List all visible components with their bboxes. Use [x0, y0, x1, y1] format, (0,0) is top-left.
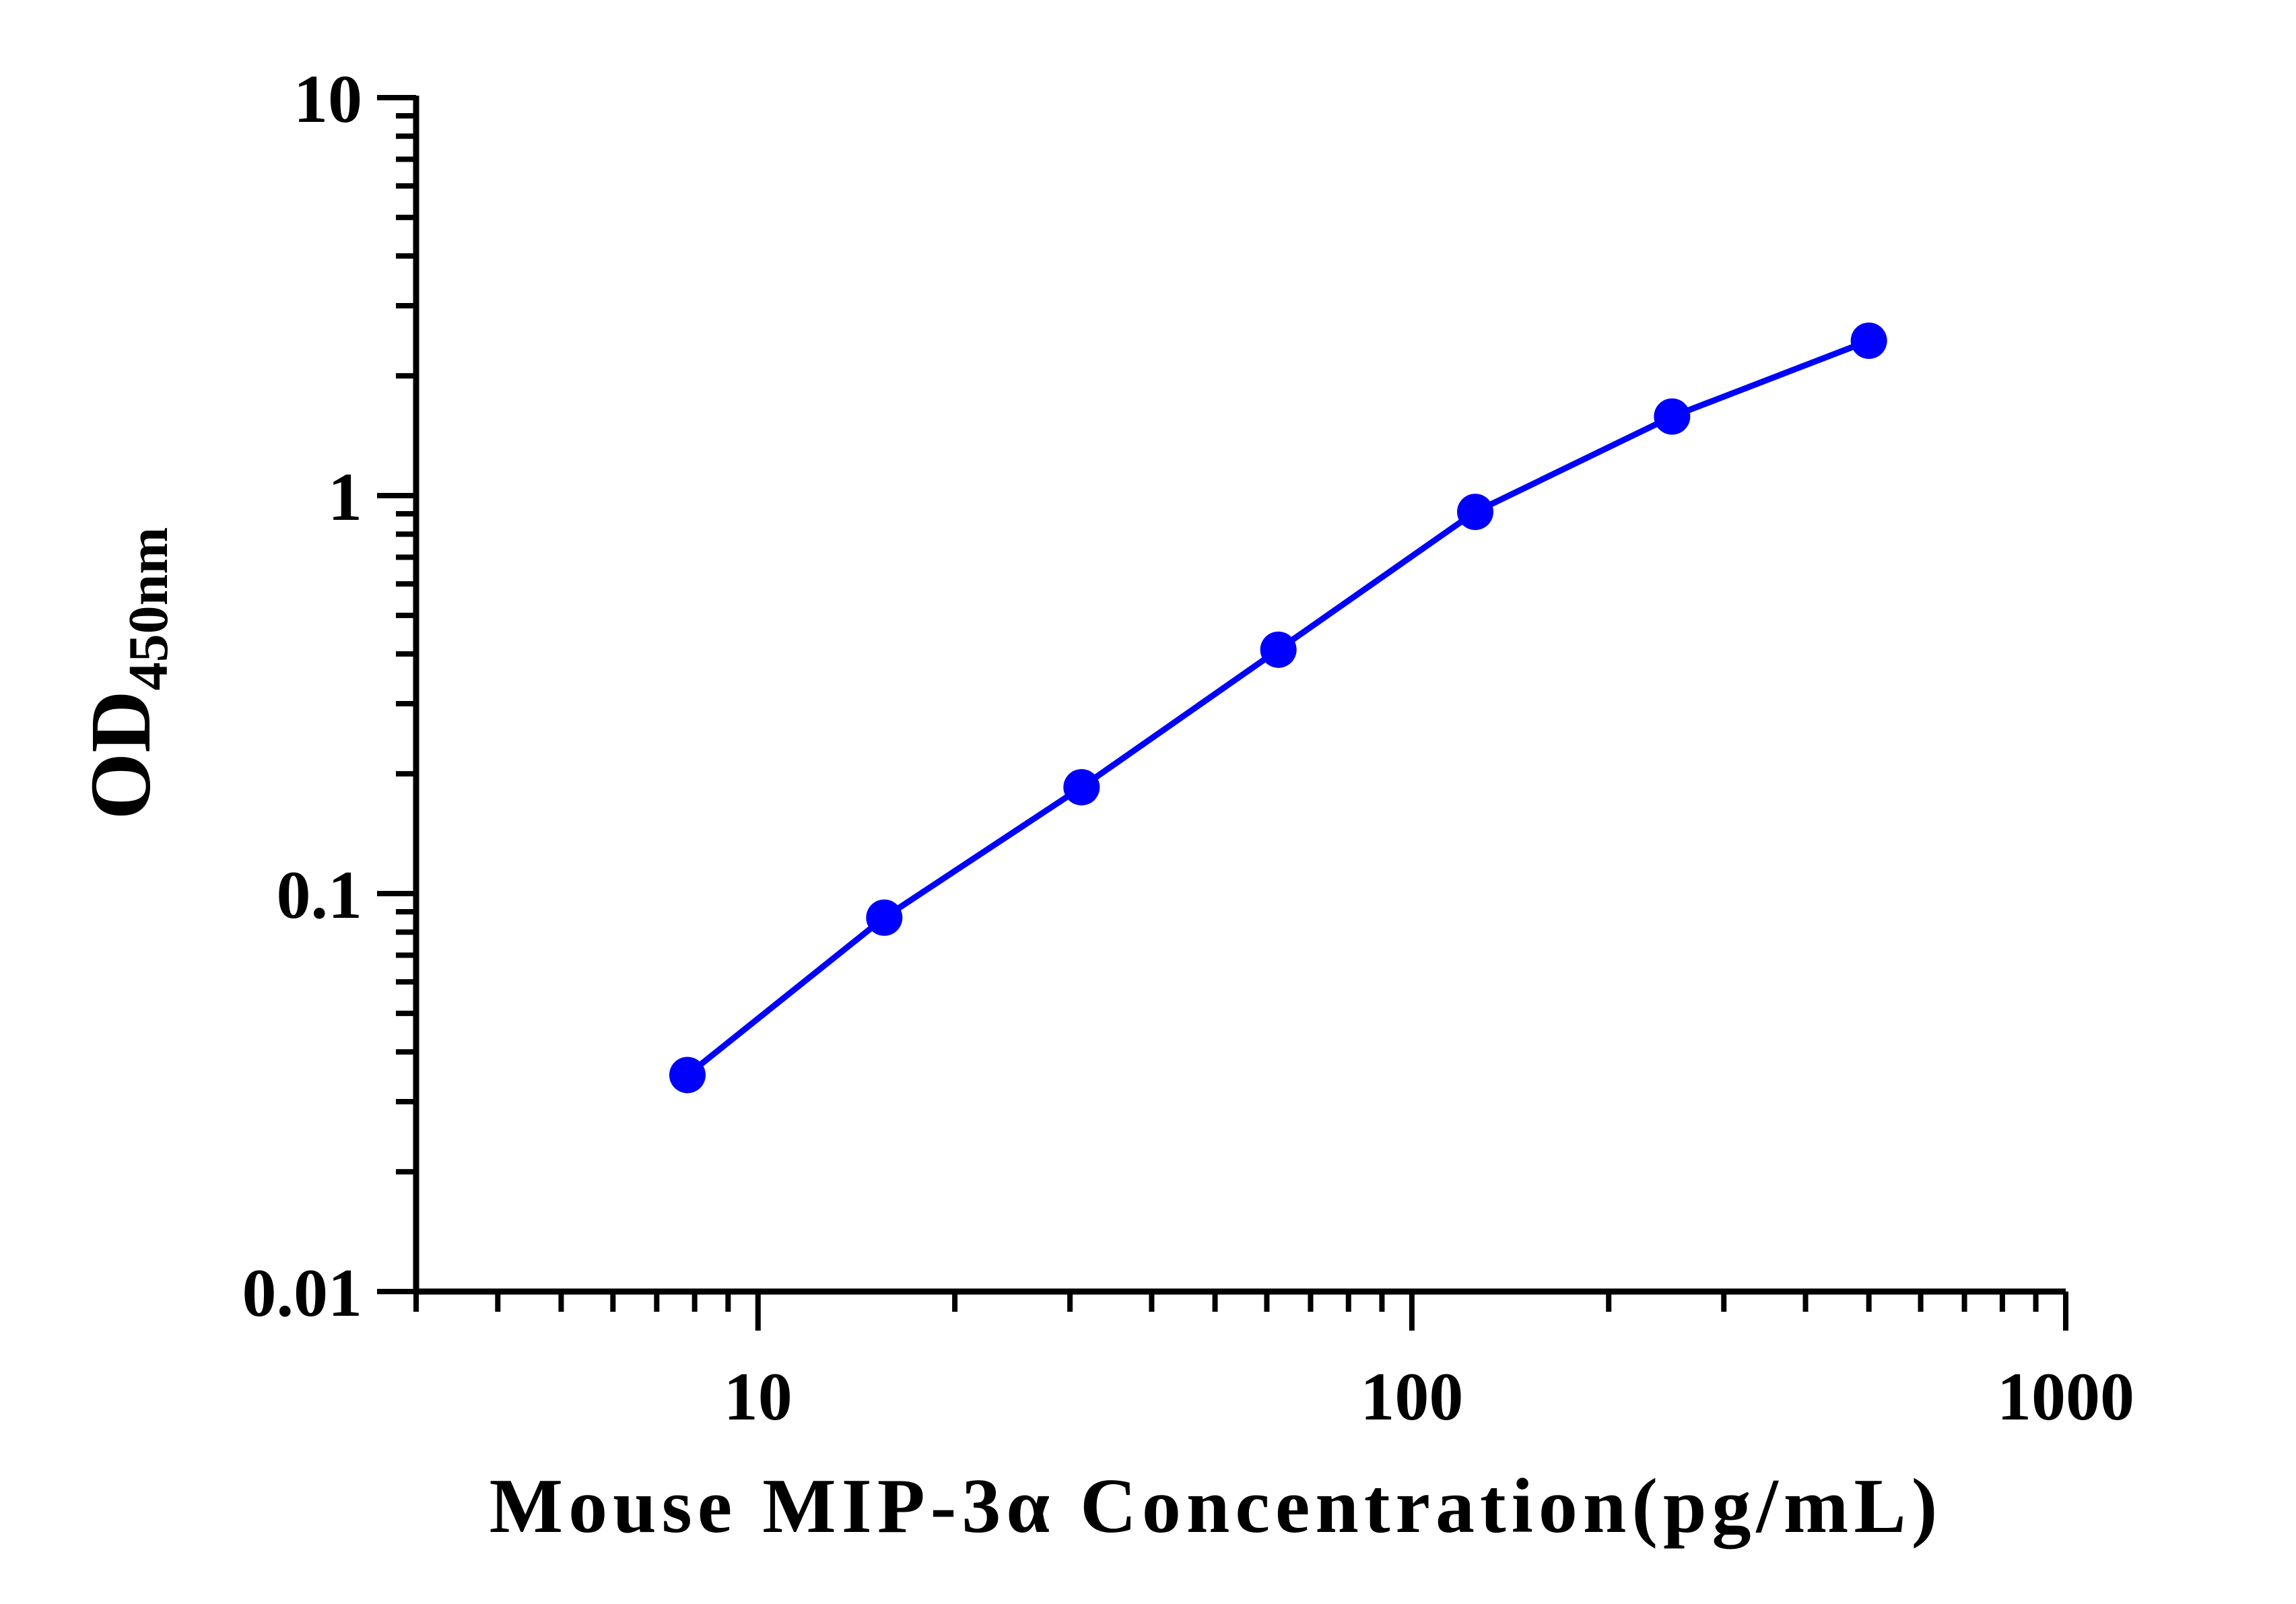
x-tick-label: 100 — [1360, 1359, 1463, 1435]
data-point — [866, 899, 903, 936]
y-axis-title-main: OD — [73, 690, 168, 820]
data-point — [1063, 769, 1100, 806]
x-axis-title: Mouse MIP-3α Concentration(pg/mL) — [489, 1463, 1943, 1549]
tick-labels: 0.01 0.1 1 10 10 100 1000 — [242, 61, 2135, 1435]
axes — [413, 96, 2066, 1295]
y-tick-label: 1 — [328, 459, 362, 535]
data-point — [1654, 398, 1691, 435]
series — [669, 323, 1887, 1094]
y-tick-label: 10 — [294, 61, 362, 137]
data-point — [1456, 494, 1493, 531]
y-tick-label: 0.01 — [242, 1255, 363, 1331]
series-line — [685, 337, 1870, 1078]
x-tick-label: 10 — [724, 1359, 792, 1435]
data-point — [1260, 631, 1297, 668]
x-tick-label: 1000 — [1997, 1359, 2134, 1435]
data-point — [1850, 323, 1887, 360]
y-axis-title-subscript: 450nm — [117, 527, 180, 691]
y-tick-label: 0.1 — [277, 857, 363, 933]
y-axis-title: OD450nm — [73, 527, 180, 820]
data-point — [669, 1057, 706, 1094]
ticks — [377, 95, 2068, 1331]
